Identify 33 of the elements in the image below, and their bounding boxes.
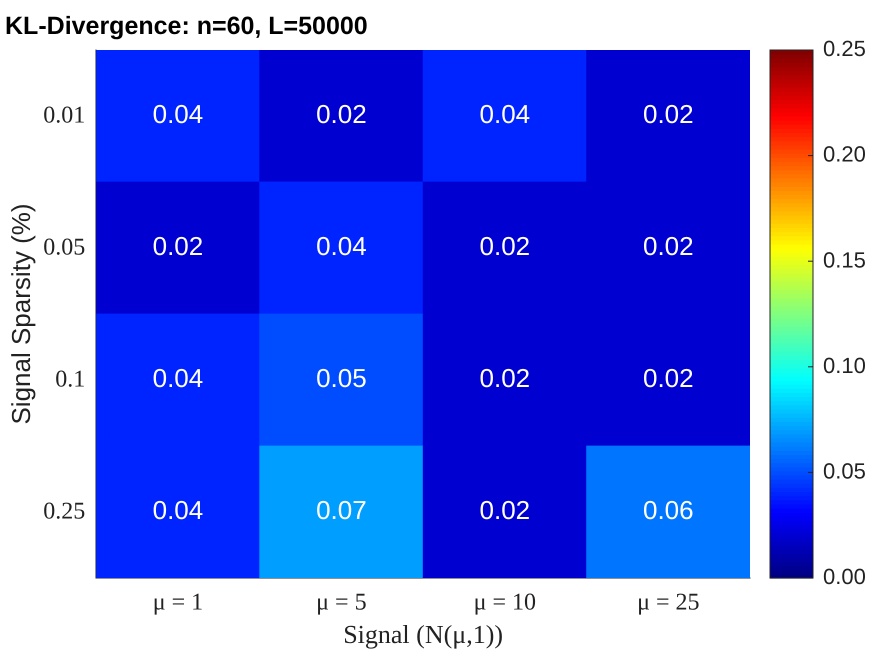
- y-tick-label: 0.25: [43, 498, 86, 524]
- y-tick-label: 0.01: [43, 102, 86, 128]
- data-label: 0.02: [642, 99, 694, 130]
- color-bar-label: 0.05: [823, 458, 866, 484]
- x-axis-title: Signal (N(μ,1)): [343, 620, 503, 650]
- color-bar-label: 0.25: [823, 36, 866, 62]
- data-label: 0.02: [642, 231, 694, 262]
- y-tick-label: 0.05: [43, 234, 86, 260]
- x-tick-label: μ = 5: [316, 590, 367, 616]
- data-label: 0.02: [642, 363, 694, 394]
- chart-title: KL-Divergence: n=60, L=50000: [5, 12, 368, 40]
- data-label: 0.04: [480, 99, 530, 130]
- color-bar-label: 0.15: [823, 247, 866, 272]
- y-axis-title: Signal Sparsity (%): [6, 203, 36, 425]
- x-tick-label: μ = 10: [474, 590, 536, 616]
- data-label: 0.05: [316, 363, 367, 394]
- color-bar-label: 0.10: [823, 352, 866, 378]
- data-label: 0.02: [152, 231, 204, 262]
- data-label: 0.02: [480, 363, 530, 394]
- data-label: 0.07: [316, 495, 367, 526]
- data-label: 0.04: [316, 231, 367, 262]
- y-tick-label: 0.1: [55, 366, 86, 392]
- data-label: 0.04: [152, 495, 204, 526]
- data-label: 0.02: [316, 99, 367, 130]
- color-bar-label: 0.20: [823, 142, 866, 167]
- x-tick-label: μ = 1: [152, 590, 204, 616]
- data-label: 0.02: [480, 495, 530, 526]
- data-label: 0.02: [480, 231, 530, 262]
- data-label: 0.04: [152, 363, 204, 394]
- x-tick-label: μ = 25: [637, 590, 700, 616]
- data-label: 0.04: [152, 99, 204, 130]
- color-bar-label: 0.00: [823, 564, 866, 590]
- data-label: 0.06: [642, 495, 694, 526]
